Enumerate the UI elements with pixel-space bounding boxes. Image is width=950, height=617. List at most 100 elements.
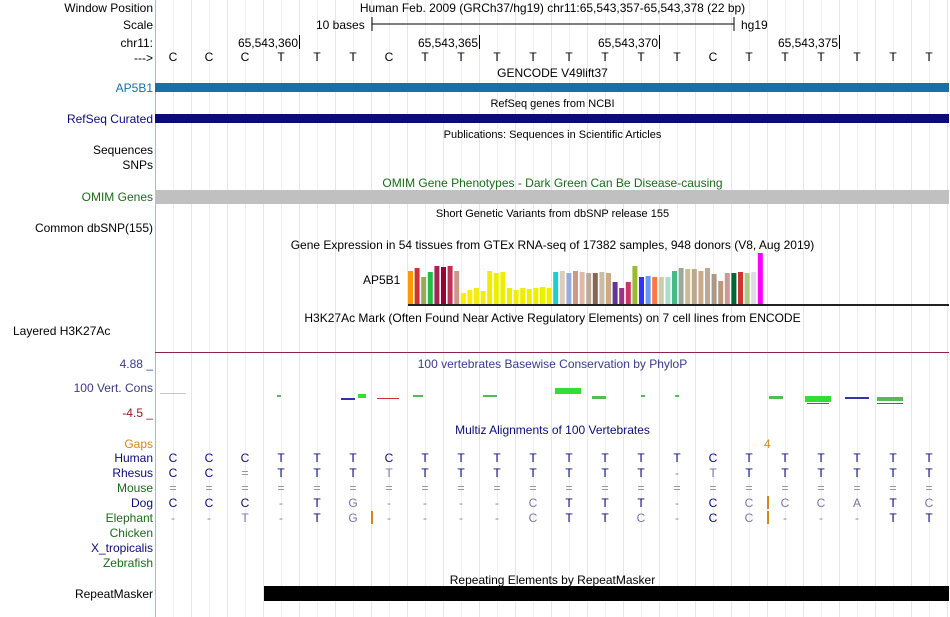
gtex-bar [507, 288, 512, 304]
species-label-mouse[interactable]: Mouse [116, 481, 153, 495]
alignment-base: T [637, 451, 645, 465]
alignment-base: - [459, 496, 463, 510]
phylop-mark [845, 397, 869, 399]
gap-count: 4 [764, 437, 771, 451]
alignment-base: T [349, 466, 357, 480]
alignment-base: = [601, 481, 609, 495]
phylop-mark [160, 393, 186, 394]
refseq-gene-bar[interactable] [155, 114, 949, 123]
alignment-base: = [205, 481, 213, 495]
alignment-base: - [279, 511, 283, 525]
alignment-base: G [348, 511, 358, 525]
phylop-mark [341, 398, 355, 400]
repeatmasker-label[interactable]: RepeatMasker [74, 587, 153, 601]
window-position-label[interactable]: Window Position [64, 1, 153, 15]
alignment-base: - [423, 511, 427, 525]
alignment-base: T [709, 466, 717, 480]
base-letter: T [889, 50, 897, 64]
alignment-base: = [637, 481, 645, 495]
alignment-base: - [387, 496, 391, 510]
alignment-base: - [675, 511, 679, 525]
gtex-bar [500, 272, 506, 304]
alignment-base: C [816, 496, 826, 510]
gtex-bar [513, 290, 519, 304]
gtex-bar [738, 272, 743, 304]
gaps-label[interactable]: Gaps [124, 437, 153, 451]
gtex-bar-chart[interactable] [155, 250, 950, 308]
phylop-signal[interactable] [155, 380, 950, 410]
omim-track-title: OMIM Gene Phenotypes - Dark Green Can Be… [382, 176, 723, 190]
ap5b1-gene-bar[interactable] [155, 83, 949, 92]
alignment-base: T [601, 466, 609, 480]
alignment-base: - [171, 511, 175, 525]
alignment-base: - [783, 511, 787, 525]
base-letter: T [673, 50, 681, 64]
gtex-bar [658, 277, 664, 304]
species-label-chicken[interactable]: Chicken [109, 526, 153, 540]
gtex-gene-label[interactable]: AP5B1 [363, 273, 401, 287]
species-label-dog[interactable]: Dog [130, 496, 153, 510]
repeat-element-bar[interactable] [264, 586, 949, 601]
ap5b1-label[interactable]: AP5B1 [115, 81, 153, 95]
snps-label[interactable]: SNPs [122, 158, 153, 172]
alignment-base: T [421, 451, 429, 465]
gtex-bar [480, 291, 486, 304]
alignment-base: T [277, 451, 285, 465]
base-letter: T [277, 50, 285, 64]
alignment-base: T [781, 451, 789, 465]
alignment-base: T [529, 466, 537, 480]
sequences-label[interactable]: Sequences [92, 143, 153, 157]
refseq-track-title: RefSeq genes from NCBI [490, 98, 615, 110]
alignment-base: - [675, 496, 679, 510]
phylop-mark [413, 395, 423, 397]
gtex-bar [546, 288, 552, 304]
repeatmasker-track-title: Repeating Elements by RepeatMasker [449, 573, 656, 587]
gtex-bar [434, 266, 440, 304]
base-letter: T [493, 50, 501, 64]
refseq-label[interactable]: RefSeq Curated [66, 112, 153, 126]
omim-label[interactable]: OMIM Genes [81, 190, 153, 204]
base-letter: T [313, 50, 321, 64]
alignment-base: = [421, 481, 429, 495]
alignment-base: T [853, 466, 861, 480]
gtex-bar [665, 277, 671, 304]
alignment-base: T [745, 466, 753, 480]
species-label-human[interactable]: Human [114, 451, 153, 465]
alignment-base: T [493, 466, 501, 480]
alignment-base: - [819, 511, 823, 525]
common-dbsnp-label[interactable]: Common dbSNP(155) [34, 221, 153, 235]
h3k27ac-label[interactable]: Layered H3K27Ac [13, 324, 111, 338]
gtex-bar [685, 269, 691, 304]
gtex-bar [441, 267, 446, 304]
species-label-zebrafish[interactable]: Zebrafish [102, 556, 153, 570]
gtex-bar [711, 274, 717, 304]
alignment-base: T [781, 466, 789, 480]
base-letter: T [781, 50, 789, 64]
alignment-base: T [493, 451, 501, 465]
assembly-text: hg19 [741, 18, 768, 32]
alignment-base: T [385, 466, 393, 480]
cons-name-label[interactable]: 100 Vert. Cons [73, 381, 153, 395]
base-letter: T [529, 50, 537, 64]
phylop-mark [805, 396, 831, 402]
alignment-base: T [637, 466, 645, 480]
alignment-base: T [925, 451, 933, 465]
alignment-base: C [708, 496, 718, 510]
publications-track-title: Publications: Sequences in Scientific Ar… [443, 129, 662, 141]
species-label-x-tropicalis[interactable]: X_tropicalis [90, 541, 153, 555]
gtex-bar [652, 277, 658, 304]
scale-label[interactable]: Scale [122, 18, 153, 32]
alignment-base: = [889, 481, 897, 495]
alignment-base: T [565, 511, 573, 525]
alignment-base: = [781, 481, 789, 495]
species-label-elephant[interactable]: Elephant [105, 511, 153, 525]
alignment-base: T [601, 451, 609, 465]
chr-label[interactable]: chr11: [120, 36, 153, 50]
omim-gene-bar[interactable] [155, 190, 949, 204]
gtex-bar [566, 273, 572, 304]
gtex-bar [408, 271, 413, 304]
alignment-base: T [745, 451, 753, 465]
alignment-base: T [601, 496, 609, 510]
alignment-base: = [241, 466, 249, 480]
species-label-rhesus[interactable]: Rhesus [112, 466, 153, 480]
